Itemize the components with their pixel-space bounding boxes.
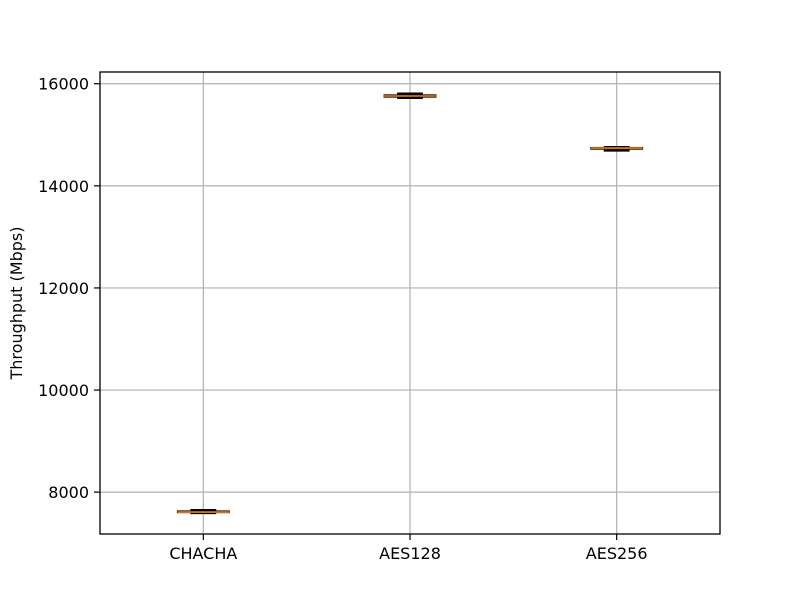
box-layer	[176, 92, 644, 515]
grid-layer	[100, 72, 720, 534]
tick-layer: 8000 10000 12000 14000 16000 CHACHA AES128 AES2…	[38, 75, 647, 563]
y-axis-title: Throughput (Mbps)	[7, 227, 26, 381]
y-tick-label: 10000	[38, 381, 89, 400]
x-tick-label: CHACHA	[169, 544, 237, 563]
y-tick-label: 16000	[38, 75, 89, 94]
x-tick-label: AES128	[379, 544, 441, 563]
y-tick-label: 12000	[38, 279, 89, 298]
y-tick-label: 14000	[38, 177, 89, 196]
x-tick-label: AES256	[586, 544, 648, 563]
y-tick-label: 8000	[48, 483, 89, 502]
